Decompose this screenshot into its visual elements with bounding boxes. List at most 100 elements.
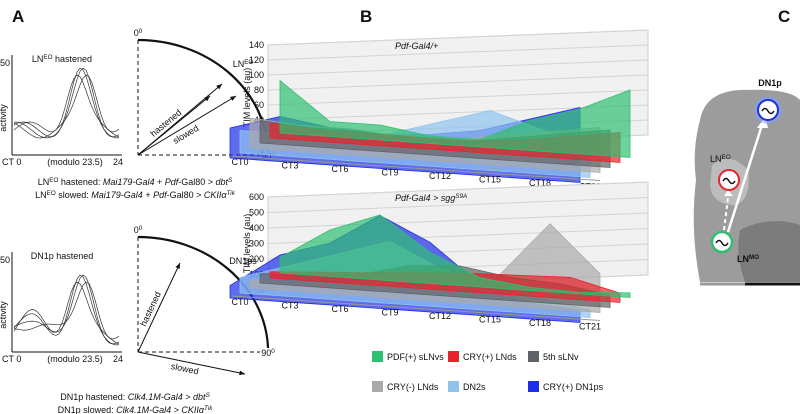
y-axis-label: TIM levels (au) [242,68,252,128]
text-part: LN [233,59,245,69]
text-part: Pdf-Gal4 > sgg [395,193,455,203]
text-part: dbt [216,177,229,187]
y-axis-label: activity [0,301,8,329]
plot-title: DN1p hastened [31,251,94,261]
text-part: LN [32,54,44,64]
neuron-label: DN1p [758,78,782,88]
grid-line [267,29,649,46]
text-part: Mai179-Gal4 [103,177,155,187]
legend-swatch [372,351,383,362]
text-part: slowed: [56,190,92,200]
text-part: DN1p hastened: [60,392,128,402]
series-area [279,79,631,158]
x-tick-label: CT21 [579,322,601,332]
phase-arrow [137,262,181,353]
arrow [723,197,729,231]
grid-line [267,74,649,91]
text-part: 0 [134,28,139,38]
arrow-head [175,263,180,269]
legend-label: PDF(+) sLNvs [387,352,444,362]
text-part: EO [722,154,731,161]
x-tick-label: CT15 [479,175,501,185]
x-tick-label: CT18 [529,318,551,328]
text-part: + [143,190,153,200]
y-axis-label: TIM levels (au) [242,214,252,274]
caption: LNEO hastened: Mai179-Gal4 + Pdf-Gal80 >… [38,177,233,188]
text-part: EO [43,54,52,61]
text-part: S9A [455,193,467,200]
caption: DN1p hastened: Clk4.1M-Gal4 > dbtS [60,392,210,403]
text-part: LN [38,177,50,187]
text-part: S [228,177,233,184]
x-tick-label: CT3 [281,161,298,171]
y-tick-label: 120 [249,55,264,65]
text-part: > [171,405,181,414]
text-part: > [183,392,193,402]
text-part: -Gal80 > [178,177,215,187]
x-tick-label: CT 0 [2,354,21,364]
x-tick-label: CT12 [429,171,451,181]
text-part: CKIIα [204,190,228,200]
text-part: 0 [134,225,139,235]
phase-arc [137,235,270,349]
y-tick-label: 50 [0,255,10,265]
chart-title: Pdf-Gal4 > sggS9A [395,193,467,204]
grid-line [267,89,649,106]
cell-group-name: LNEO [233,59,254,70]
text-part: LN [35,190,47,200]
text-part: EO [49,177,58,184]
y-tick-label: 300 [249,239,264,249]
neuron-label: LNMO [737,254,759,265]
text-part: Tik [204,405,213,412]
oscillator-icon [715,239,729,247]
series-area [279,214,631,298]
arrow-head [216,84,222,90]
phase-arrow [137,351,246,375]
text-part: 0 [139,28,143,35]
y-tick-label: 50 [0,58,10,68]
activity-trace [13,281,120,340]
x-tick-label: CT 0 [2,157,21,167]
cell-group-name: DN1ps [229,256,257,266]
legend-swatch [448,351,459,362]
activity-trace [13,274,120,346]
arrow-head [230,96,236,101]
legend-label: CRY(+) LNds [463,352,517,362]
text-part: DN1ps [229,256,257,266]
arrow-label: hastened [138,290,163,328]
x-axis [231,155,601,181]
y-tick-label: 100 [249,70,264,80]
text-part: Pdf-Gal4/+ [395,41,438,51]
caption: DN1p slowed: Clk4.1M-Gal4 > CKIIαTik [58,405,214,414]
y-tick-label: 500 [249,208,264,218]
text-part: hastened: [58,177,103,187]
text-part: CKIIα [181,405,205,414]
panel-label: C [778,7,790,26]
legend-label: CRY(-) LNds [387,382,439,392]
activity-trace [13,67,120,139]
y-tick-label: 140 [249,40,264,50]
angle-label: 00 [134,28,143,39]
angle-label: 00 [134,225,143,236]
text-part: DN1p hastened [31,251,94,261]
x-tick-label: CT12 [429,311,451,321]
grid-line [267,181,649,198]
y-tick-label: 80 [254,85,264,95]
x-tick-label: 24 [113,157,123,167]
x-tick-label: CT3 [281,301,298,311]
legend-swatch [528,381,539,392]
activity-trace [13,274,120,345]
y-tick-label: 200 [249,254,264,264]
phase-arrow [137,83,223,156]
y-tick-label: 400 [249,223,264,233]
x-tick-label: CT18 [529,178,551,188]
text-part: LN [710,154,722,164]
panel-label: B [360,7,372,26]
text-part: Tik [227,190,236,197]
text-part: LN [737,254,749,264]
angle-label: 900 [261,348,275,359]
y-tick-label: 600 [249,192,264,202]
legend-swatch [372,381,383,392]
text-part: Pdf [165,177,180,187]
arrow [726,124,764,233]
